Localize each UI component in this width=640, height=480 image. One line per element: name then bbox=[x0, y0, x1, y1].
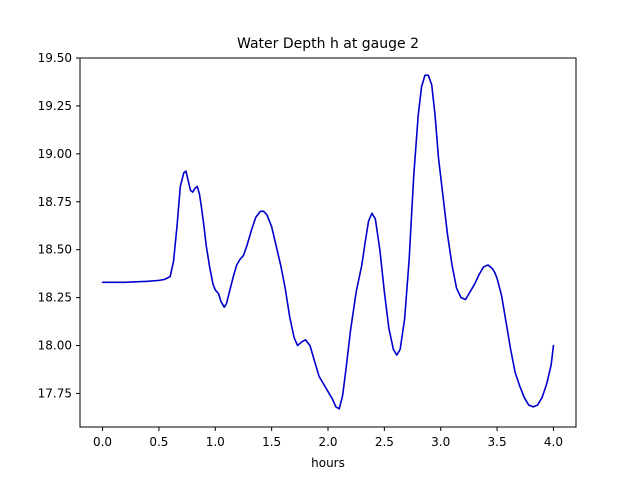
x-tick-label: 3.5 bbox=[488, 435, 507, 449]
y-tick-label: 18.25 bbox=[38, 291, 72, 305]
y-tick-label: 17.75 bbox=[38, 386, 72, 400]
x-tick-label: 0.0 bbox=[93, 435, 112, 449]
y-tick-label: 19.00 bbox=[38, 147, 72, 161]
x-tick-label: 1.0 bbox=[206, 435, 225, 449]
x-axis-label: hours bbox=[311, 456, 345, 470]
y-tick-label: 18.75 bbox=[38, 195, 72, 209]
x-tick-label: 0.5 bbox=[149, 435, 168, 449]
x-tick-label: 2.5 bbox=[375, 435, 394, 449]
x-tick-label: 1.5 bbox=[262, 435, 281, 449]
y-tick-label: 19.25 bbox=[38, 99, 72, 113]
series-line-0 bbox=[101, 74, 555, 410]
chart-title: Water Depth h at gauge 2 bbox=[237, 36, 419, 52]
x-axis: 0.0 0.5 1.0 1.5 2.0 2.5 3.0 3.5 4.0 bbox=[93, 427, 563, 449]
x-tick-label: 4.0 bbox=[544, 435, 563, 449]
x-tick-label: 3.0 bbox=[431, 435, 450, 449]
y-tick-label: 18.00 bbox=[38, 339, 72, 353]
y-tick-label: 19.50 bbox=[38, 51, 72, 65]
plot-frame bbox=[79, 57, 577, 428]
y-axis: 17.75 18.00 18.25 18.50 18.75 19.00 19.25 19.50 bbox=[38, 51, 80, 400]
plot-area bbox=[79, 57, 577, 428]
y-tick-label: 18.50 bbox=[38, 243, 72, 257]
x-tick-label: 2.0 bbox=[318, 435, 337, 449]
